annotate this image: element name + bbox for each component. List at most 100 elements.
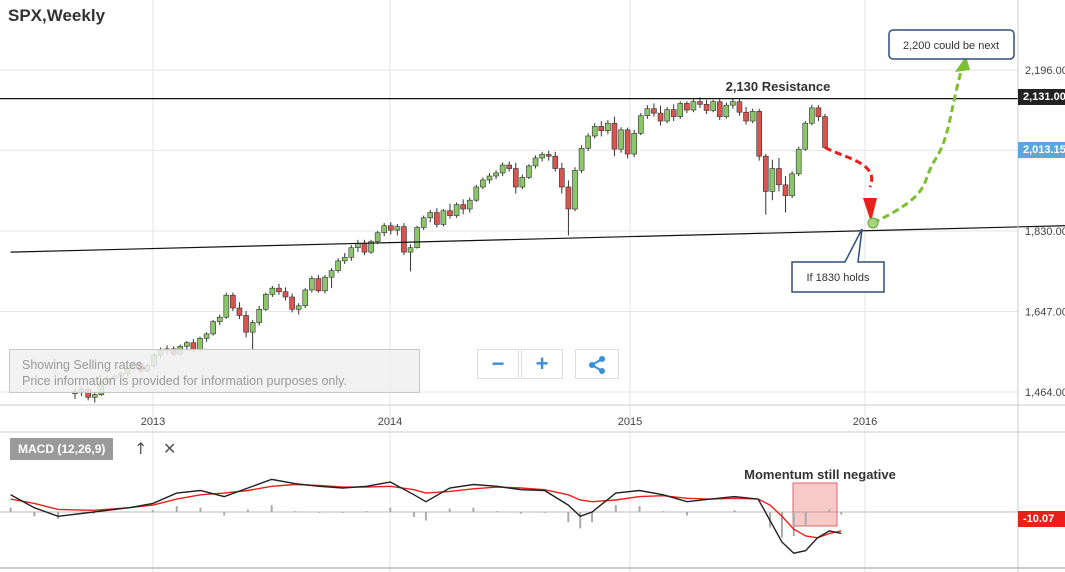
candle-down [361, 243, 368, 253]
resistance-price-tag: 2,131.00 [1018, 89, 1065, 105]
support-touch-point [867, 217, 879, 229]
candle-up [519, 177, 526, 188]
candle-up [466, 199, 473, 210]
candle-down [743, 111, 749, 122]
candle-up [486, 175, 493, 181]
x-tick-label: 2014 [378, 416, 402, 428]
macd-indicator-label[interactable]: MACD (12,26,9) [10, 438, 114, 460]
candle-up [216, 316, 223, 322]
support-trendline [10, 225, 1065, 253]
candle-down [598, 126, 605, 132]
candle-down [447, 210, 453, 216]
candle-down [512, 168, 519, 188]
candle-down [736, 101, 743, 113]
candle-up [677, 103, 684, 117]
x-tick-label: 2013 [141, 416, 165, 428]
x-tick-label: 2015 [618, 416, 642, 428]
candle-down [815, 107, 822, 117]
candle-up [769, 168, 776, 192]
candle-up [295, 305, 302, 310]
candle-up [749, 111, 756, 122]
candle-up [322, 276, 328, 292]
signal-line [10, 483, 842, 539]
indicator-move-up-icon[interactable]: ↑ [134, 439, 148, 458]
candle-up [309, 278, 315, 291]
macd-value-tag: -10.07 [1018, 511, 1065, 527]
candle-down [230, 294, 236, 309]
candle-down [822, 116, 828, 148]
candle-down [611, 122, 618, 150]
candle-up [591, 126, 598, 137]
macd-panel: Momentum still negative [0, 467, 1018, 554]
candle-down [697, 101, 703, 105]
candle-up [249, 322, 256, 333]
y-tick-label: 1,464.00 [1025, 387, 1065, 399]
candle-down [703, 104, 710, 111]
candle-down [243, 315, 249, 333]
candle-down [670, 109, 677, 117]
share-button[interactable] [575, 349, 619, 379]
candle-down [552, 155, 559, 169]
down-arrow-head [863, 198, 877, 223]
zoom-out-button[interactable]: − [477, 349, 519, 379]
chart-title: SPX,Weekly [8, 6, 106, 25]
candle-up [203, 333, 210, 339]
candle-up [91, 394, 98, 398]
candle-down [762, 155, 769, 192]
candle-down [651, 108, 657, 114]
x-tick-label: 2016 [853, 416, 877, 428]
candle-down [282, 291, 289, 298]
candle-down [776, 168, 782, 186]
candle-up [440, 210, 447, 225]
candle-up [526, 165, 532, 178]
annotations: 2,130 Resistance 2,200 could be next If 18… [726, 29, 1015, 293]
candle-down [545, 154, 552, 157]
info-line-1: Showing Selling rates. [22, 358, 146, 372]
candle-up [348, 247, 355, 258]
candle-down [782, 184, 789, 197]
target-callout-box [888, 29, 1015, 60]
candle-up [262, 294, 269, 310]
indicator-close-icon[interactable]: ✕ [163, 439, 177, 458]
candle-up [572, 169, 578, 210]
candle-up [374, 232, 381, 242]
candle-up [730, 101, 736, 106]
resistance-label: 2,130 Resistance [726, 79, 831, 94]
target-callout-text: 2,200 could be next [903, 40, 999, 52]
candle-up [453, 204, 460, 216]
candle-up [802, 122, 809, 150]
candle-up [789, 173, 795, 197]
candle-down [276, 287, 282, 293]
trend-lines [0, 97, 1065, 253]
candle-up [427, 212, 434, 219]
share-icon [589, 356, 605, 374]
candle-up [723, 104, 730, 117]
y-tick-label: 2,196.00 [1025, 65, 1065, 77]
candle-up [269, 287, 276, 295]
candle-up [184, 342, 190, 347]
momentum-highlight [792, 482, 838, 527]
candle-up [335, 260, 341, 271]
support-callout-box [791, 228, 885, 293]
macd-line [10, 478, 842, 554]
candle-up [407, 247, 414, 253]
current-price-tag: 2,013.15 [1018, 142, 1065, 158]
candle-down [289, 296, 295, 310]
candle-down [684, 103, 690, 111]
candle-down [434, 212, 440, 225]
candle-up [223, 294, 230, 318]
momentum-annotation: Momentum still negative [744, 467, 896, 482]
candle-up [368, 241, 374, 253]
candle-up [605, 122, 611, 132]
candle-down [401, 226, 407, 253]
zoom-in-button[interactable]: + [521, 349, 563, 379]
candle-up [532, 157, 539, 167]
up-arrow-head [955, 56, 970, 72]
candle-down [387, 225, 394, 231]
candle-up [809, 107, 815, 124]
candle-up [539, 154, 545, 159]
candle-down [565, 186, 572, 210]
info-line-2: Price information is provided for inform… [22, 374, 347, 388]
